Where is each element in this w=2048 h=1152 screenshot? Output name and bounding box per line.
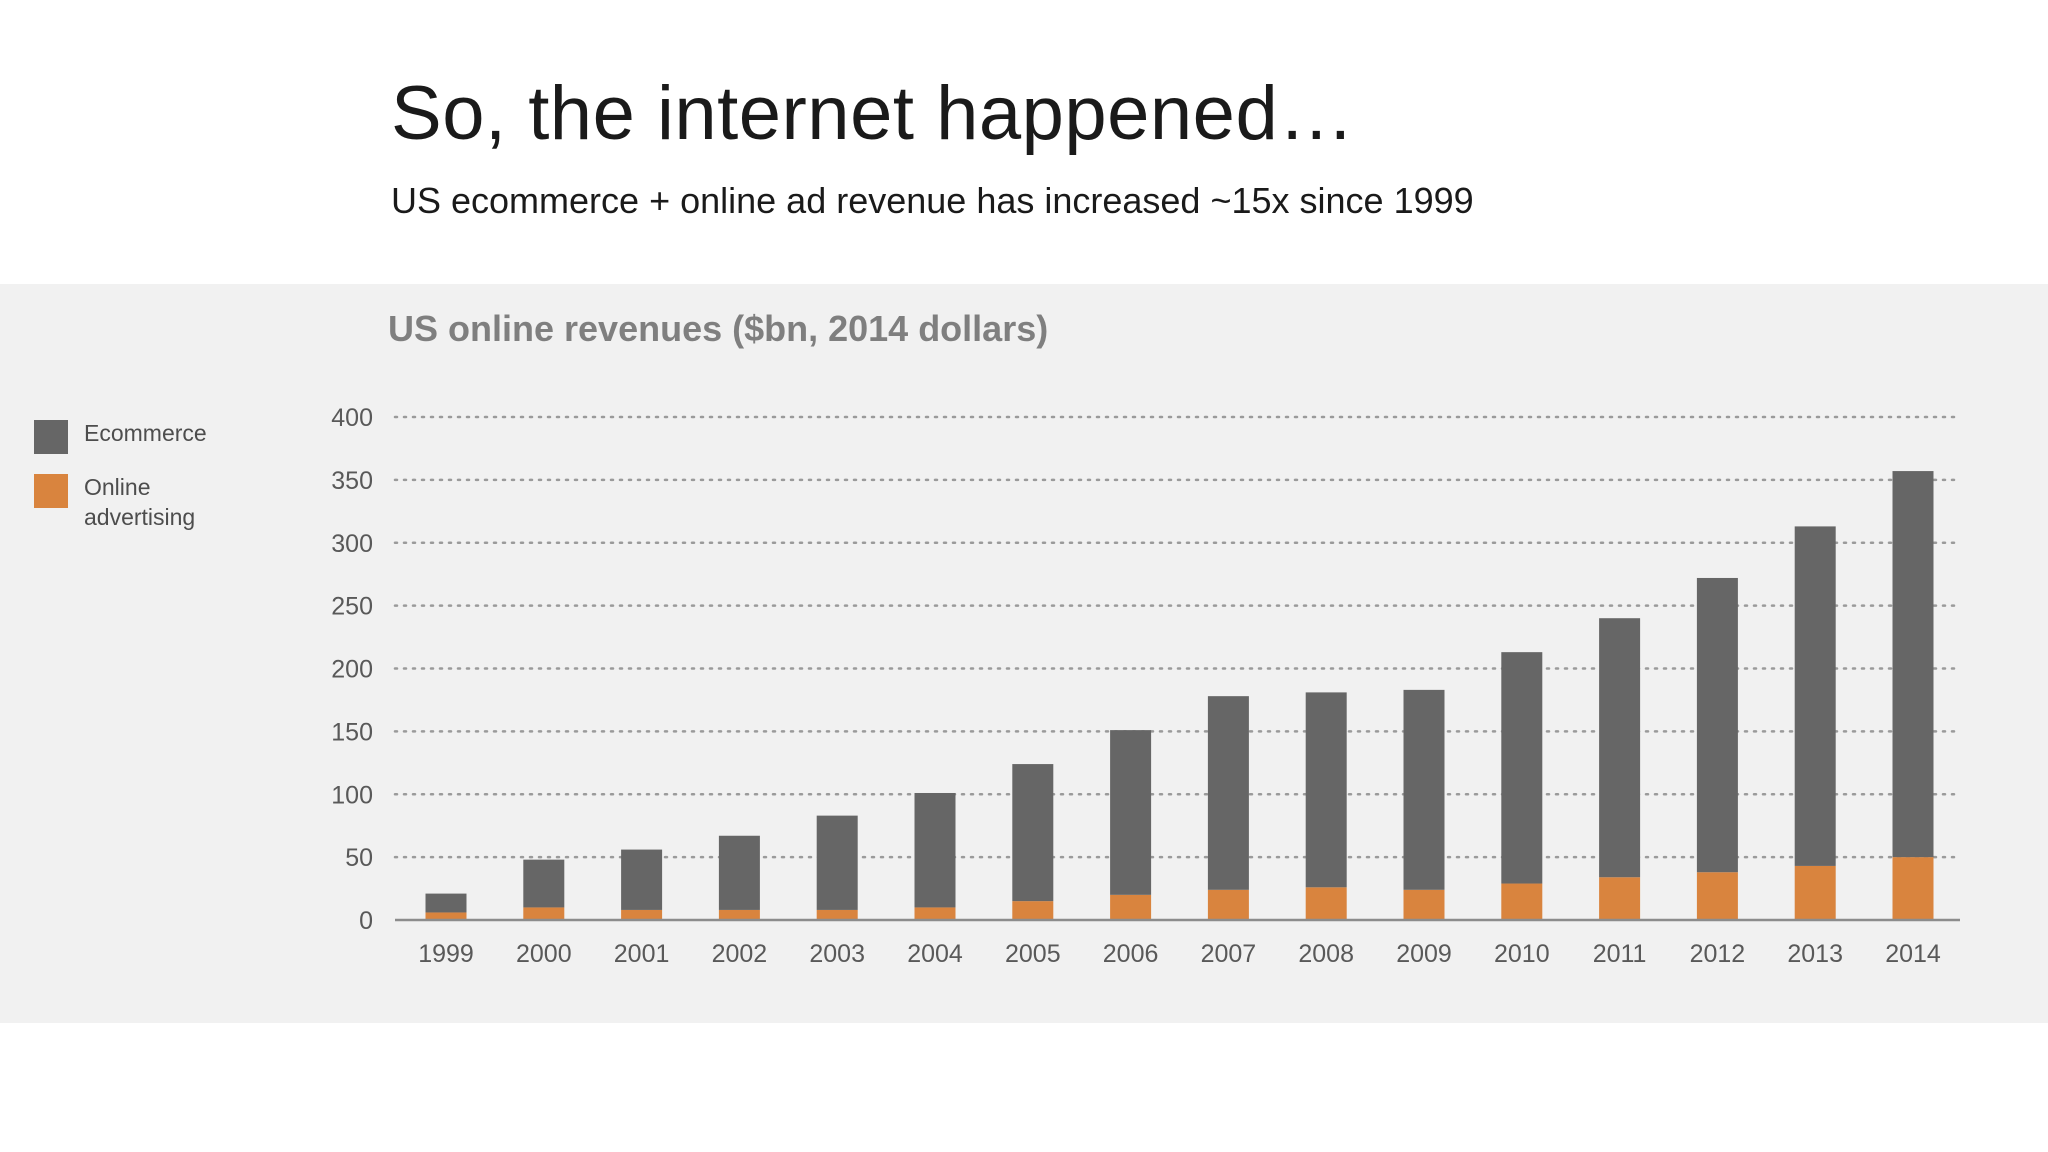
bar-online-advertising-2000 — [523, 907, 565, 920]
y-tick-label-400: 400 — [331, 404, 373, 432]
bar-online-advertising-2014 — [1892, 857, 1934, 920]
bar-ecommerce-2014 — [1892, 471, 1934, 858]
x-tick-label-1999: 1999 — [418, 940, 474, 968]
y-tick-label-300: 300 — [331, 530, 373, 558]
bar-online-advertising-2012 — [1696, 872, 1738, 920]
bar-online-advertising-2013 — [1794, 865, 1836, 920]
bar-ecommerce-2009 — [1403, 689, 1445, 890]
bar-ecommerce-2007 — [1207, 696, 1249, 890]
x-tick-label-2007: 2007 — [1201, 940, 1257, 968]
legend-item-online-advertising: Online advertising — [34, 472, 264, 532]
y-tick-label-50: 50 — [345, 844, 373, 872]
x-tick-label-2012: 2012 — [1690, 940, 1746, 968]
bar-online-advertising-2001 — [621, 909, 663, 920]
bar-online-advertising-1999 — [425, 912, 467, 920]
x-tick-label-2013: 2013 — [1787, 940, 1843, 968]
x-tick-label-2008: 2008 — [1298, 940, 1354, 968]
y-tick-label-0: 0 — [359, 907, 373, 935]
x-tick-label-2006: 2006 — [1103, 940, 1159, 968]
x-tick-label-2005: 2005 — [1005, 940, 1061, 968]
bar-online-advertising-2008 — [1305, 887, 1347, 920]
bar-ecommerce-1999 — [425, 893, 467, 913]
bar-online-advertising-2010 — [1501, 883, 1543, 920]
legend-label-online-advertising: Online advertising — [84, 474, 196, 530]
x-tick-label-2010: 2010 — [1494, 940, 1550, 968]
x-tick-label-2003: 2003 — [809, 940, 865, 968]
x-tick-label-2004: 2004 — [907, 940, 963, 968]
bar-ecommerce-2004 — [914, 792, 956, 908]
bar-online-advertising-2011 — [1599, 877, 1641, 920]
chart-title: US online revenues ($bn, 2014 dollars) — [388, 308, 1049, 349]
x-tick-label-2011: 2011 — [1593, 940, 1647, 968]
y-tick-label-250: 250 — [331, 593, 373, 621]
bar-ecommerce-2012 — [1696, 577, 1738, 873]
bar-ecommerce-2005 — [1012, 764, 1054, 902]
bar-ecommerce-2006 — [1110, 730, 1152, 895]
legend-label-ecommerce: Ecommerce — [84, 420, 207, 446]
slide-subtitle: US ecommerce + online ad revenue has inc… — [391, 180, 1474, 221]
y-tick-label-350: 350 — [331, 467, 373, 495]
x-tick-label-2001: 2001 — [614, 940, 670, 968]
bar-online-advertising-2006 — [1110, 894, 1152, 920]
y-tick-label-150: 150 — [331, 718, 373, 746]
y-tick-label-100: 100 — [331, 781, 373, 809]
chart-legend: Ecommerce Online advertising — [34, 418, 264, 550]
x-tick-label-2000: 2000 — [516, 940, 572, 968]
bar-online-advertising-2007 — [1207, 889, 1249, 920]
bar-ecommerce-2011 — [1599, 618, 1641, 878]
x-tick-label-2009: 2009 — [1396, 940, 1452, 968]
bar-ecommerce-2001 — [621, 849, 663, 910]
bar-online-advertising-2003 — [816, 909, 858, 920]
legend-swatch-ecommerce — [34, 420, 68, 454]
bar-ecommerce-2013 — [1794, 526, 1836, 866]
legend-swatch-online-advertising — [34, 474, 68, 508]
bar-ecommerce-2010 — [1501, 652, 1543, 884]
bar-ecommerce-2002 — [718, 835, 760, 910]
x-tick-label-2002: 2002 — [712, 940, 768, 968]
y-tick-label-200: 200 — [331, 656, 373, 684]
slide-title: So, the internet happened… — [391, 71, 1355, 156]
legend-item-ecommerce: Ecommerce — [34, 418, 264, 454]
bar-online-advertising-2002 — [718, 909, 760, 920]
bar-online-advertising-2004 — [914, 907, 956, 920]
bar-online-advertising-2005 — [1012, 901, 1054, 920]
bar-ecommerce-2003 — [816, 815, 858, 910]
x-tick-label-2014: 2014 — [1885, 940, 1941, 968]
bar-ecommerce-2008 — [1305, 692, 1347, 888]
bar-ecommerce-2000 — [523, 859, 565, 908]
bar-online-advertising-2009 — [1403, 889, 1445, 920]
